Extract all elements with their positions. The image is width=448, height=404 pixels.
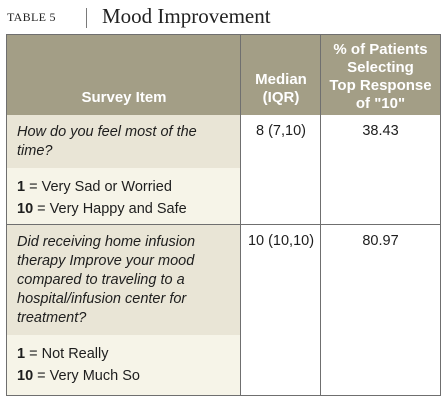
header-percent-line4: of "10" [355, 95, 406, 112]
title-divider [86, 8, 87, 28]
row-divider [7, 224, 440, 225]
row-2-scale-low-text: = Not Really [29, 346, 109, 362]
row-1-median: 8 (7,10) [241, 115, 321, 225]
row-2-scale-low-num: 1 [17, 346, 26, 362]
row-2-percent: 80.97 [321, 225, 440, 395]
row-2-median-value: 10 (10,10) [247, 233, 315, 249]
header-survey-item-label: Survey Item [81, 89, 167, 106]
row-2-scale-high-text: = Very Much So [37, 368, 140, 384]
row-2-question: Did receiving home infusion therapy Impr… [7, 225, 241, 335]
header-percent: % of Patients Selecting Top Response of … [321, 35, 440, 115]
row-2-scale-high: 10 = Very Much So [17, 365, 231, 387]
row-1-scale-high-text: = Very Happy and Safe [37, 201, 187, 217]
header-median-line2: (IQR) [262, 89, 300, 106]
header-median-line1: Median [255, 71, 307, 88]
table-number-label: TABLE 5 [7, 10, 56, 24]
row-1-scale-high-num: 10 [17, 201, 34, 217]
row-1-question-text: How do you feel most of the time? [17, 124, 197, 159]
row-1-percent: 38.43 [321, 115, 440, 225]
row-1-scale: 1 = Very Sad or Worried 10 = Very Happy … [7, 168, 241, 225]
table-title-bar: TABLE 5 Mood Improvement [0, 0, 448, 34]
column-divider [320, 35, 321, 395]
row-2-question-text: Did receiving home infusion therapy Impr… [17, 234, 196, 326]
row-1-median-value: 8 (7,10) [256, 123, 306, 139]
row-1-scale-high: 10 = Very Happy and Safe [17, 198, 231, 220]
table-title: Mood Improvement [102, 4, 271, 28]
column-divider [240, 35, 241, 395]
header-median: Median (IQR) [241, 35, 321, 115]
row-1-percent-value: 38.43 [362, 123, 399, 139]
row-2-scale-low: 1 = Not Really [17, 343, 231, 365]
row-1-question: How do you feel most of the time? [7, 115, 241, 168]
header-survey-item: Survey Item [7, 35, 241, 115]
row-2-scale-high-num: 10 [17, 368, 34, 384]
row-2-percent-value: 80.97 [362, 233, 399, 249]
row-2-median: 10 (10,10) [241, 225, 321, 395]
mood-improvement-table: Survey Item Median (IQR) % of Patients S… [6, 34, 441, 396]
row-2-scale: 1 = Not Really 10 = Very Much So [7, 335, 241, 395]
row-1-scale-low-text: = Very Sad or Worried [29, 179, 172, 195]
row-1-scale-low: 1 = Very Sad or Worried [17, 176, 231, 198]
row-1-scale-low-num: 1 [17, 179, 26, 195]
header-percent-line1: % of Patients [333, 41, 428, 58]
header-percent-line2: Selecting [347, 59, 414, 76]
header-percent-line3: Top Response [329, 77, 432, 94]
